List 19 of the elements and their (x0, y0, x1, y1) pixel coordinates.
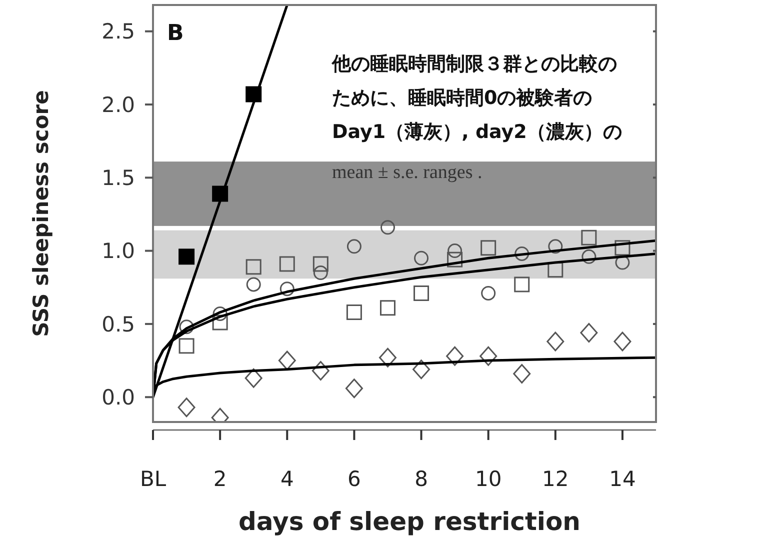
x-tick-label: 4 (280, 467, 294, 491)
x-tick-label: 14 (609, 467, 636, 491)
x-tick-label: 12 (542, 467, 569, 491)
y-axis-title: SSS sleepiness score (29, 90, 53, 337)
y-tick-label: 1.5 (102, 166, 135, 190)
x-axis-title: days of sleep restriction (238, 507, 580, 536)
annotation: B (167, 21, 184, 46)
y-tick-label: 0.5 (102, 312, 135, 336)
y-tick-label: 0.0 (102, 385, 135, 410)
y-tick-label: 2.0 (102, 92, 135, 117)
x-tick-label: 2 (213, 467, 227, 491)
x-tick-label: 6 (348, 467, 361, 491)
annotation: 他の睡眠時間制限３群との比較のために、睡眠時間0の被験者のDay1（薄灰）, day2（濃灰）の (331, 53, 622, 143)
x-tick-label: BL (140, 467, 166, 491)
y-tick-label: 2.5 (102, 20, 135, 44)
x-tick-label: 8 (414, 467, 428, 491)
y-tick-label: 1.0 (102, 239, 135, 264)
annotation: mean ± s.e. ranges . (332, 162, 482, 183)
x-tick-label: 10 (474, 467, 502, 491)
